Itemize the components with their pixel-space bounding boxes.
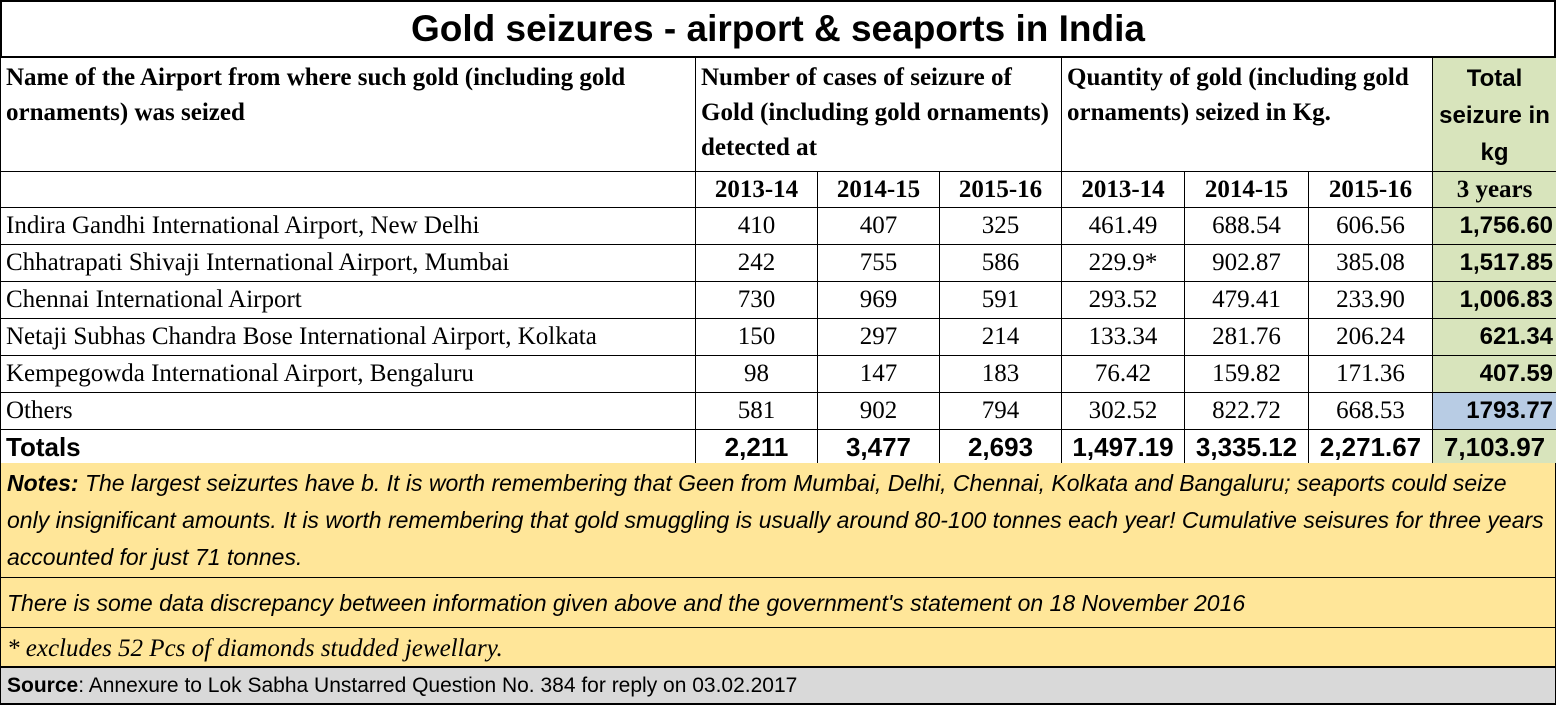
kg-value: 233.90 [1308,281,1434,319]
grand-total-value: 7,103.97 [1432,429,1556,467]
table-row: Chhatrapati Shivaji International Airpor… [0,244,1556,282]
source-text: : Annexure to Lok Sabha Unstarred Questi… [78,674,798,697]
header-row: Name of the Airport from where such gold… [0,57,1556,172]
kg-value: 293.52 [1061,281,1186,319]
totals-cases-value: 2,211 [695,429,818,467]
airport-name: Kempegowda International Airport, Bengal… [0,355,696,393]
cases-value: 902 [817,392,940,430]
year-total-period: 3 years [1432,171,1556,208]
source-line: Source: Annexure to Lok Sabha Unstarred … [0,667,1556,705]
airport-name: Netaji Subhas Chandra Bose International… [0,318,696,356]
kg-value: 281.76 [1184,318,1310,356]
table-row: Netaji Subhas Chandra Bose International… [0,318,1556,356]
total-value: 1,517.85 [1432,244,1556,282]
table-title: Gold seizures - airport & seaports in In… [0,0,1556,58]
cases-value: 755 [817,244,940,282]
totals-label: Totals [0,429,696,467]
cases-value: 581 [695,392,818,430]
notes-block: Notes: The largest seizurtes have b. It … [0,463,1556,578]
cases-value: 147 [817,355,940,393]
kg-value: 159.82 [1184,355,1310,393]
table-row: Others 581 902 794 302.52 822.72 668.53 … [0,392,1556,430]
cases-value: 242 [695,244,818,282]
header-quantity: Quantity of gold (including gold ornamen… [1061,57,1434,172]
year-cases-2015-16: 2015-16 [938,171,1063,208]
table-row: Indira Gandhi International Airport, New… [0,207,1556,245]
total-value: 407.59 [1432,355,1556,393]
cases-value: 183 [938,355,1063,393]
airport-name: Chennai International Airport [0,281,696,319]
airport-name: Others [0,392,696,430]
kg-value: 668.53 [1308,392,1434,430]
totals-kg-value: 3,335.12 [1184,429,1310,467]
source-label: Source [7,674,79,697]
cases-value: 410 [695,207,818,245]
kg-value: 206.24 [1308,318,1434,356]
cases-value: 150 [695,318,818,356]
kg-value: 688.54 [1184,207,1310,245]
footnote: * excludes 52 Pcs of diamonds studded je… [0,628,1556,667]
cases-value: 98 [695,355,818,393]
kg-value: 479.41 [1184,281,1310,319]
total-value: 1,756.60 [1432,207,1556,245]
airport-name: Chhatrapati Shivaji International Airpor… [0,244,696,282]
totals-kg-value: 1,497.19 [1061,429,1186,467]
year-cases-2013-14: 2013-14 [695,171,818,208]
cases-value: 297 [817,318,940,356]
kg-value: 385.08 [1308,244,1434,282]
cases-value: 591 [938,281,1063,319]
kg-value: 133.34 [1061,318,1186,356]
kg-value: 461.49 [1061,207,1186,245]
cases-value: 325 [938,207,1063,245]
totals-row: Totals 2,211 3,477 2,693 1,497.19 3,335.… [0,429,1556,467]
year-kg-2015-16: 2015-16 [1308,171,1434,208]
totals-cases-value: 3,477 [817,429,940,467]
kg-value: 822.72 [1184,392,1310,430]
total-value: 1,006.83 [1432,281,1556,319]
header-total: Total seizure in kg [1432,57,1556,172]
header-cases: Number of cases of seizure of Gold (incl… [694,57,1063,172]
kg-value: 171.36 [1308,355,1434,393]
data-grid: Name of the Airport from where such gold… [0,57,1556,467]
header-airport-name: Name of the Airport from where such gold… [0,57,696,172]
cases-value: 969 [817,281,940,319]
airport-name: Indira Gandhi International Airport, New… [0,207,696,245]
total-value: 1793.77 [1432,392,1556,430]
year-kg-2014-15: 2014-15 [1184,171,1310,208]
cases-value: 407 [817,207,940,245]
total-value: 621.34 [1432,318,1556,356]
cases-value: 730 [695,281,818,319]
notes-label: Notes: [7,470,79,496]
kg-value: 229.9* [1061,244,1186,282]
notes-text: The largest seizurtes have b. It is wort… [7,470,1544,570]
kg-value: 302.52 [1061,392,1186,430]
totals-cases-value: 2,693 [938,429,1063,467]
cases-value: 214 [938,318,1063,356]
year-row: 2013-14 2014-15 2015-16 2013-14 2014-15 … [0,171,1556,208]
kg-value: 902.87 [1184,244,1310,282]
table-row: Chennai International Airport 730 969 59… [0,281,1556,319]
table-row: Kempegowda International Airport, Bengal… [0,355,1556,393]
cases-value: 586 [938,244,1063,282]
discrepancy-note: There is some data discrepancy between i… [0,578,1556,628]
year-row-blank [0,171,696,208]
cases-value: 794 [938,392,1063,430]
totals-kg-value: 2,271.67 [1308,429,1434,467]
kg-value: 606.56 [1308,207,1434,245]
year-kg-2013-14: 2013-14 [1061,171,1186,208]
kg-value: 76.42 [1061,355,1186,393]
year-cases-2014-15: 2014-15 [817,171,940,208]
